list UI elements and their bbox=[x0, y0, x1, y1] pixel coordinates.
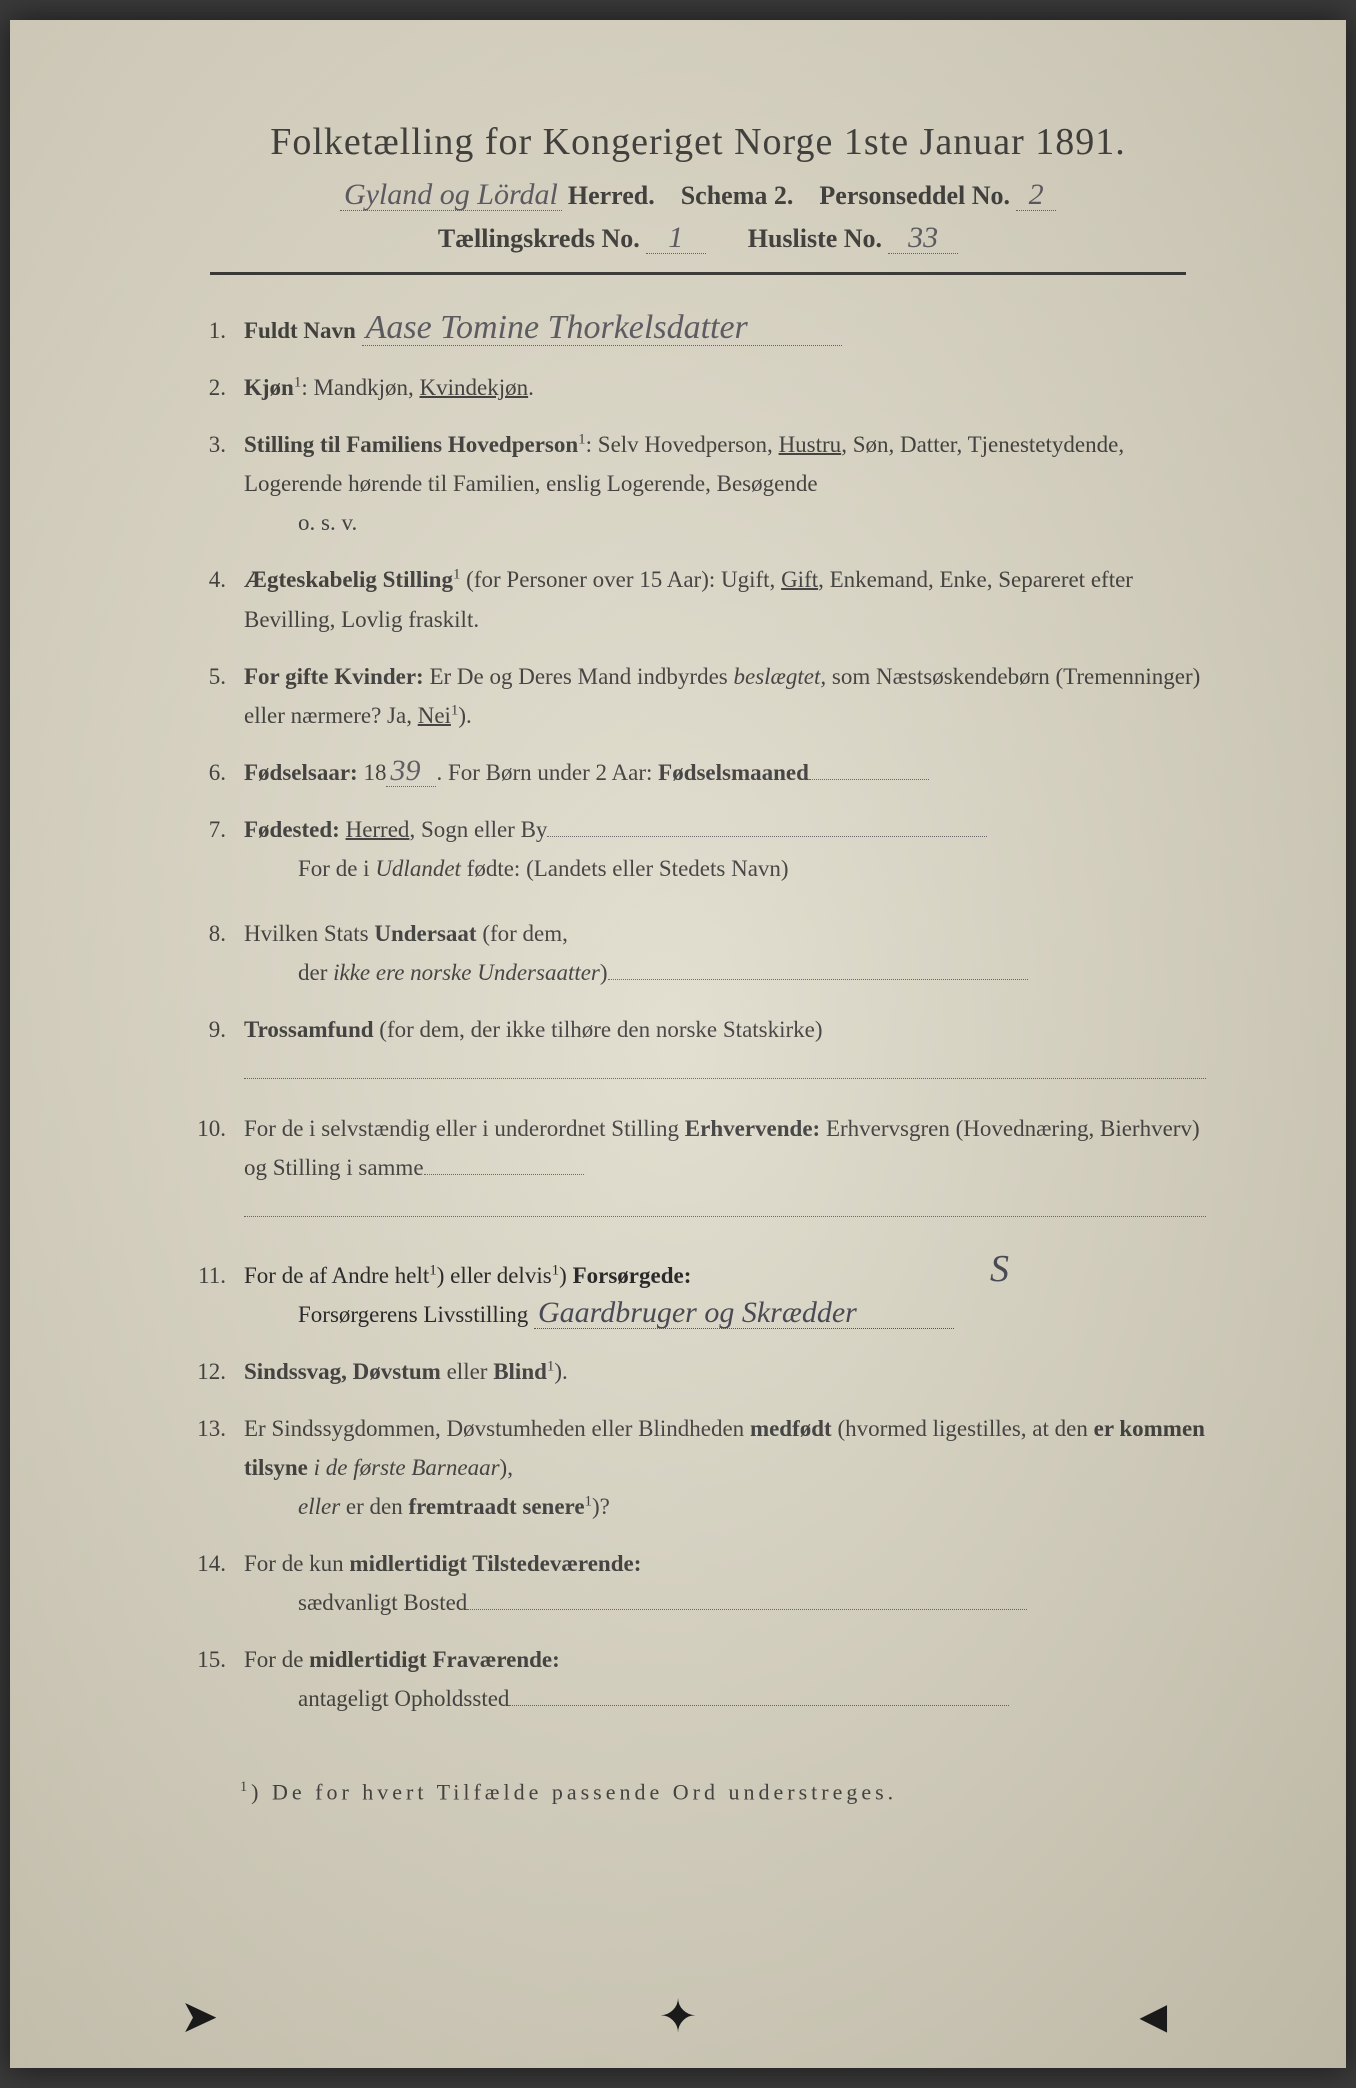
birth-year-value: 39 bbox=[386, 756, 436, 787]
binding-mark-left: ➤ bbox=[180, 1989, 219, 2043]
entry-13: 13. Er Sindssygdommen, Døvstumheden elle… bbox=[190, 1409, 1206, 1526]
personseddel-value: 2 bbox=[1016, 180, 1056, 211]
binding-mark-right: ◄ bbox=[1130, 1990, 1176, 2043]
census-form-page: Folketælling for Kongeriget Norge 1ste J… bbox=[10, 20, 1346, 2068]
personseddel-label: Personseddel No. bbox=[819, 181, 1010, 211]
entry-11: 11. For de af Andre helt1) eller delvis1… bbox=[190, 1256, 1206, 1334]
entry-2: 2. Kjøn1: Mandkjøn, Kvindekjøn. bbox=[190, 368, 1206, 407]
entry-6: 6. Fødselsaar: 1839. For Børn under 2 Aa… bbox=[190, 753, 1206, 792]
entries-list: 1. Fuldt Navn Aase Tomine Thorkelsdatter… bbox=[180, 311, 1216, 1719]
husliste-value: 33 bbox=[888, 223, 958, 254]
entry-8: 8. Hvilken Stats Undersaat (for dem, der… bbox=[190, 914, 1206, 992]
entry-5: 5. For gifte Kvinder: Er De og Deres Man… bbox=[190, 657, 1206, 735]
binding-mark-center: ✦ bbox=[659, 1989, 698, 2043]
entry-1: 1. Fuldt Navn Aase Tomine Thorkelsdatter bbox=[190, 311, 1206, 350]
entry-7: 7. Fødested: Herred, Sogn eller By For d… bbox=[190, 810, 1206, 888]
related-underlined: Nei bbox=[418, 703, 451, 728]
occupation-value: Gaardbruger og Skrædder bbox=[534, 1298, 954, 1329]
husliste-label: Husliste No. bbox=[748, 224, 882, 254]
entry-14: 14. For de kun midlertidigt Tilstedevære… bbox=[190, 1544, 1206, 1622]
full-name-value: Aase Tomine Thorkelsdatter bbox=[362, 311, 842, 346]
entry-10: 10. For de i selvstændig eller i underor… bbox=[190, 1109, 1206, 1229]
entry-12: 12. Sindssvag, Døvstum eller Blind1). bbox=[190, 1352, 1206, 1391]
herred-value: Gyland og Lördal bbox=[340, 180, 562, 211]
kreds-label: Tællingskreds No. bbox=[438, 224, 640, 254]
sex-underlined: Kvindekjøn bbox=[420, 375, 529, 400]
entry-3: 3. Stilling til Familiens Hovedperson1: … bbox=[190, 425, 1206, 542]
kreds-value: 1 bbox=[646, 223, 706, 254]
form-header: Folketælling for Kongeriget Norge 1ste J… bbox=[180, 120, 1216, 275]
relation-underlined: Hustru bbox=[779, 432, 842, 457]
subtitle-row-2: Tællingskreds No. 1 Husliste No. 33 bbox=[180, 223, 1216, 254]
footnote: 1) De for hvert Tilfælde passende Ord un… bbox=[180, 1779, 1216, 1805]
entry-15: 15. For de midlertidigt Fraværende: anta… bbox=[190, 1640, 1206, 1718]
entry-9: 9. Trossamfund (for dem, der ikke tilhør… bbox=[190, 1010, 1206, 1091]
marital-underlined: Gift bbox=[781, 567, 818, 592]
form-title: Folketælling for Kongeriget Norge 1ste J… bbox=[180, 120, 1216, 164]
entry-4: 4. Ægteskabelig Stilling1 (for Personer … bbox=[190, 560, 1206, 638]
birthplace-underlined: Herred bbox=[346, 817, 410, 842]
header-divider bbox=[210, 272, 1186, 275]
schema-label: Schema 2. bbox=[681, 181, 794, 211]
subtitle-row-1: Gyland og Lördal Herred. Schema 2. Perso… bbox=[180, 180, 1216, 211]
extra-mark: S bbox=[986, 1250, 1026, 1288]
herred-label: Herred. bbox=[568, 181, 655, 211]
